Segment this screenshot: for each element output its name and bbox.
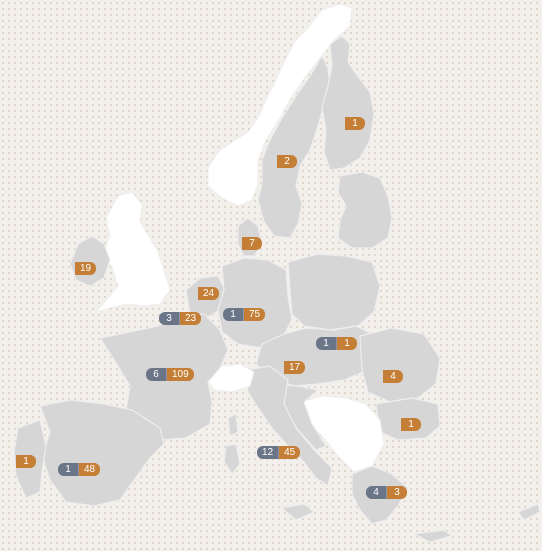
marker-count-orange: 1 bbox=[345, 117, 365, 130]
sardinia-shape bbox=[223, 443, 241, 476]
marker-greece[interactable]: 4 3 bbox=[366, 486, 407, 499]
marker-count-blue: 3 bbox=[159, 312, 180, 325]
poland-shape bbox=[287, 253, 381, 331]
corsica-shape bbox=[227, 413, 239, 437]
marker-finland[interactable]: 1 bbox=[345, 117, 365, 130]
marker-count-blue: 12 bbox=[257, 446, 280, 459]
marker-spain[interactable]: 1 48 bbox=[58, 463, 101, 476]
romania-shape bbox=[359, 327, 441, 403]
marker-count-blue: 1 bbox=[58, 463, 79, 476]
marker-count-orange: 4 bbox=[383, 370, 403, 383]
western-balkans-shape bbox=[299, 395, 385, 473]
italy-shape bbox=[245, 365, 333, 487]
marker-belgium[interactable]: 3 23 bbox=[159, 312, 202, 325]
marker-sweden[interactable]: 2 bbox=[277, 155, 297, 168]
sicily-shape bbox=[280, 503, 316, 521]
cyprus-shape bbox=[517, 503, 541, 521]
marker-austria-slovenia[interactable]: 17 bbox=[284, 361, 306, 374]
marker-count-orange: 7 bbox=[242, 237, 262, 250]
norway-shape bbox=[207, 3, 353, 207]
marker-count-blue: 1 bbox=[223, 308, 244, 321]
marker-count-orange: 24 bbox=[198, 287, 220, 300]
marker-count-orange: 1 bbox=[337, 337, 357, 350]
marker-count-orange: 45 bbox=[279, 446, 301, 459]
finland-shape bbox=[321, 35, 375, 171]
baltics-shape bbox=[337, 171, 393, 249]
marker-count-blue: 6 bbox=[146, 368, 167, 381]
marker-count-orange: 48 bbox=[79, 463, 101, 476]
marker-count-orange: 75 bbox=[244, 308, 266, 321]
marker-count-orange: 23 bbox=[180, 312, 202, 325]
marker-netherlands[interactable]: 24 bbox=[198, 287, 220, 300]
marker-portugal[interactable]: 1 bbox=[16, 455, 36, 468]
marker-count-orange: 109 bbox=[167, 368, 194, 381]
marker-ireland[interactable]: 19 bbox=[75, 262, 97, 275]
marker-italy[interactable]: 12 45 bbox=[257, 446, 301, 459]
marker-count-orange: 17 bbox=[284, 361, 306, 374]
crete-shape bbox=[411, 529, 454, 543]
marker-count-orange: 1 bbox=[401, 418, 421, 431]
spain-shape bbox=[39, 399, 165, 507]
marker-bulgaria[interactable]: 1 bbox=[401, 418, 421, 431]
marker-count-blue: 4 bbox=[366, 486, 387, 499]
marker-count-orange: 1 bbox=[16, 455, 36, 468]
marker-france[interactable]: 6 109 bbox=[146, 368, 194, 381]
marker-count-orange: 3 bbox=[387, 486, 407, 499]
marker-count-orange: 19 bbox=[75, 262, 97, 275]
marker-romania[interactable]: 4 bbox=[383, 370, 403, 383]
marker-denmark[interactable]: 7 bbox=[242, 237, 262, 250]
marker-germany[interactable]: 1 75 bbox=[223, 308, 266, 321]
marker-count-blue: 1 bbox=[316, 337, 337, 350]
marker-slovakia-hungary[interactable]: 1 1 bbox=[316, 337, 357, 350]
marker-count-orange: 2 bbox=[277, 155, 297, 168]
